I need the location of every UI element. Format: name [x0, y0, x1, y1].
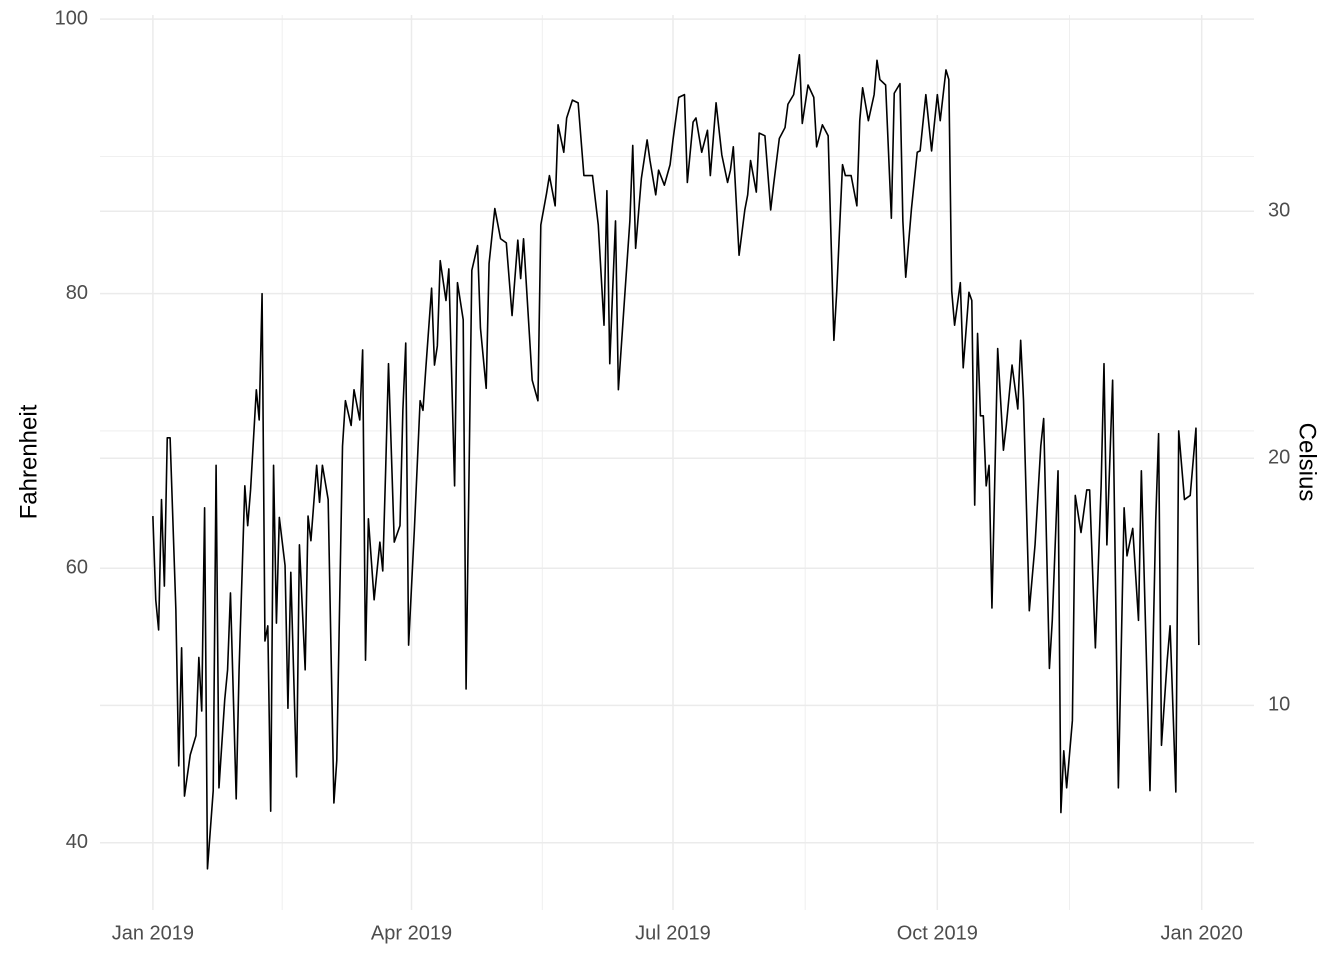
y-tick-label: 40 — [66, 831, 88, 853]
x-tick-label: Oct 2019 — [897, 922, 978, 944]
x-tick-label: Apr 2019 — [371, 922, 452, 944]
line — [152, 54, 1200, 870]
y2-axis-title: Celsius — [1294, 423, 1321, 502]
y-tick-label: 60 — [66, 556, 88, 578]
x-tick-label: Jan 2020 — [1161, 922, 1243, 944]
axes: 40 60 80 100 10 20 30 Jan 2019 Apr 2019 Jul 2019 O… — [55, 7, 1291, 944]
y2-tick-label: 20 — [1268, 447, 1290, 469]
y-tick-label: 100 — [55, 7, 88, 29]
x-tick-label: Jul 2019 — [635, 922, 711, 944]
y2-tick-label: 10 — [1268, 694, 1290, 716]
y-tick-label: 80 — [66, 282, 88, 304]
y-axis-title: Fahrenheit — [15, 404, 42, 519]
y2-tick-label: 30 — [1268, 199, 1290, 221]
x-tick-label: Jan 2019 — [112, 922, 194, 944]
grid — [100, 15, 1254, 910]
